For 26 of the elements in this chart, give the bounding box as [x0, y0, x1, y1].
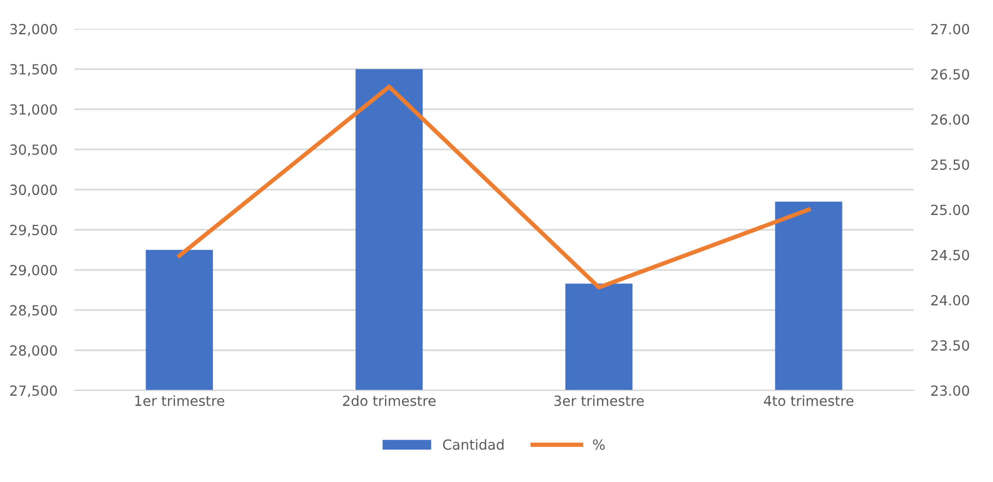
y-tick-label: 30,000 [10, 184, 57, 196]
y-tick-label: 29,000 [10, 264, 57, 277]
x-tick-label: 2do trimestre [343, 395, 436, 406]
y-tick-label: 28,000 [10, 345, 57, 358]
y-tick-label: 29,500 [10, 224, 57, 237]
y2-tick-label: 23.00 [931, 385, 970, 396]
line-series [177, 84, 811, 290]
y-tick-label: 28,500 [10, 305, 57, 317]
x-tick-label: 3er trimestre [554, 395, 644, 406]
y2-tick-label: 24.00 [931, 295, 970, 306]
x-tick-label: 1er trimestre [135, 395, 224, 406]
y-tick-label: 32,000 [10, 24, 57, 36]
y2-tick-label: 25.00 [931, 204, 970, 216]
y2-tick-label: 24.50 [931, 250, 970, 260]
legend-label: Cantidad [443, 439, 504, 450]
y-tick-label: 30,500 [10, 144, 57, 156]
x-tick-label: 4to trimestre [764, 395, 854, 406]
y-tick-label: 31,500 [10, 64, 57, 76]
y2-tick-label: 25.50 [931, 159, 970, 170]
y-tick-label: 31,000 [10, 104, 57, 116]
y2-tick-label: 23.50 [931, 340, 970, 351]
y-tick-label: 27,500 [10, 385, 57, 398]
y2-tick-label: 26.00 [931, 114, 970, 125]
legend-label: % [593, 439, 605, 450]
y2-tick-label: 27.00 [931, 24, 970, 34]
y2-tick-label: 26.50 [931, 69, 970, 80]
